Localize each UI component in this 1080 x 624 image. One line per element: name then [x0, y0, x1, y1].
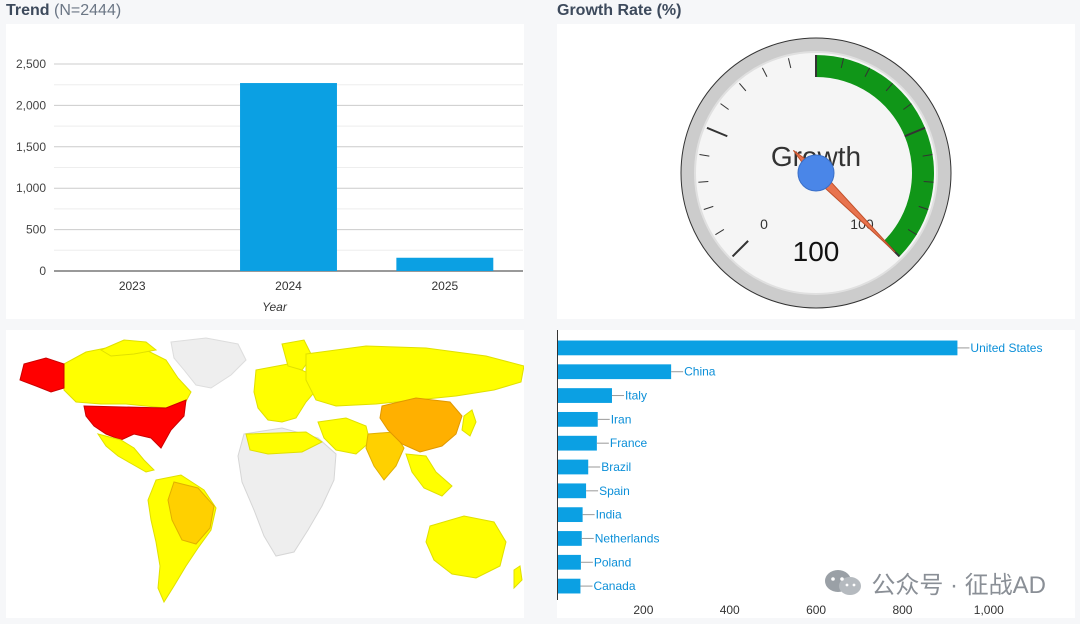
trend-y-tick-label: 1,000	[16, 181, 46, 195]
map-japan	[461, 409, 477, 437]
trend-title-text: Trend	[6, 2, 50, 19]
map-brazil	[167, 481, 215, 545]
trend-bar	[240, 83, 337, 271]
trend-y-tick-label: 500	[26, 223, 46, 237]
gauge-tick	[731, 240, 749, 258]
map-middle-east	[317, 417, 371, 455]
gauge-tick	[903, 103, 912, 110]
gauge-tick	[904, 126, 926, 138]
world-map	[19, 337, 524, 604]
gauge-tick	[918, 205, 929, 210]
hbar-bar	[558, 483, 587, 499]
trend-y-tick-label: 1,500	[16, 140, 46, 154]
gauge-tick	[720, 103, 729, 110]
map-australia	[425, 515, 507, 579]
hbar-category-label: Iran	[611, 412, 632, 426]
trend-x-axis-title: Year	[262, 300, 288, 314]
hbar-category-label: Netherlands	[595, 531, 660, 545]
map-se-asia	[405, 453, 453, 497]
gauge-tick	[787, 58, 792, 69]
gauge-tick	[840, 58, 845, 69]
map-usa	[83, 399, 187, 449]
trend-y-tick-label: 0	[39, 264, 46, 278]
hbar-category-label: United States	[970, 341, 1042, 355]
trend-x-tick-label: 2023	[119, 279, 146, 293]
growth-gauge: 0100Growth100	[680, 37, 952, 309]
gauge-tick	[706, 126, 728, 138]
map-canada	[63, 345, 192, 409]
gauge-card: 0100Growth100	[557, 24, 1075, 319]
gauge-tick	[864, 67, 871, 77]
gauge-tick	[922, 154, 933, 157]
gauge-min-label: 0	[760, 216, 768, 232]
hbar-bar	[558, 411, 598, 427]
gauge-tick	[715, 229, 725, 236]
hbar-category-label: Italy	[625, 389, 647, 403]
trend-y-tick-label: 2,500	[16, 57, 46, 71]
hbar-category-label: Brazil	[601, 460, 631, 474]
hbar-x-tick-label: 400	[720, 603, 740, 617]
hbar-bar	[558, 435, 597, 451]
gauge-tick	[703, 205, 714, 210]
country-bar-card: United States China Italy Iran France Brazil S…	[557, 330, 1075, 618]
trend-bar	[396, 257, 494, 271]
hbar-category-label: Canada	[593, 579, 635, 593]
map-greenland	[170, 337, 247, 389]
hbar-bar	[558, 531, 582, 546]
growth-title: Growth Rate (%)	[557, 2, 682, 19]
wechat-icon	[825, 569, 862, 595]
hbar-x-tick-label: 1,000	[974, 603, 1004, 617]
hbar-bar	[558, 578, 581, 594]
trend-subtitle: (N=2444)	[54, 2, 122, 19]
map-russia	[305, 345, 524, 407]
gauge-tick	[699, 154, 710, 157]
map-alaska	[19, 357, 65, 393]
map-mexico	[96, 433, 155, 473]
hbar-x-tick-label: 600	[806, 603, 826, 617]
hbar-category-label: Poland	[594, 555, 631, 569]
map-north-africa	[245, 431, 324, 455]
world-map-card	[6, 330, 524, 618]
map-china	[379, 397, 463, 453]
map-new-zealand	[513, 565, 523, 590]
country-bar-chart: United States China Italy Iran France Brazil S…	[557, 330, 1042, 617]
trend-chart-card: 0 500 1,000 1,500 2,000 2,500 2023 2024 2025 Year	[6, 24, 524, 319]
watermark: 公众号 · 征战AD	[823, 565, 1046, 600]
hbar-bar	[558, 388, 612, 403]
trend-title: Trend (N=2444)	[6, 2, 121, 20]
gauge-tick	[698, 180, 709, 183]
map-canada-islands	[99, 339, 158, 357]
gauge-green-band	[816, 55, 934, 257]
trend-bar-chart: 0 500 1,000 1,500 2,000 2,500 2023 2024 2025 Year	[16, 57, 523, 314]
hbar-x-tick-label: 800	[892, 603, 912, 617]
gauge-hub	[797, 154, 835, 192]
trend-x-tick-label: 2024	[275, 279, 302, 293]
gauge-tick	[738, 82, 747, 92]
map-africa	[237, 427, 337, 557]
hbar-x-tick-label: 200	[633, 603, 653, 617]
trend-x-tick-label: 2025	[431, 279, 458, 293]
hbar-category-label: Spain	[599, 484, 630, 498]
watermark-text: 公众号 · 征战AD	[871, 572, 1046, 599]
hbar-bar	[558, 507, 583, 523]
trend-y-tick-label: 2,000	[16, 98, 46, 112]
hbar-category-label: India	[596, 508, 622, 522]
gauge-tick	[885, 82, 894, 92]
hbar-bar	[558, 340, 958, 356]
hbar-category-label: China	[684, 365, 716, 379]
gauge-value: 100	[793, 236, 840, 267]
hbar-bar	[558, 459, 589, 475]
gauge-tick	[907, 229, 917, 236]
gauge-tick	[923, 180, 934, 183]
gauge-tick	[761, 67, 768, 77]
hbar-bar	[558, 364, 672, 380]
hbar-category-label: France	[610, 436, 648, 450]
hbar-bar	[558, 554, 581, 570]
